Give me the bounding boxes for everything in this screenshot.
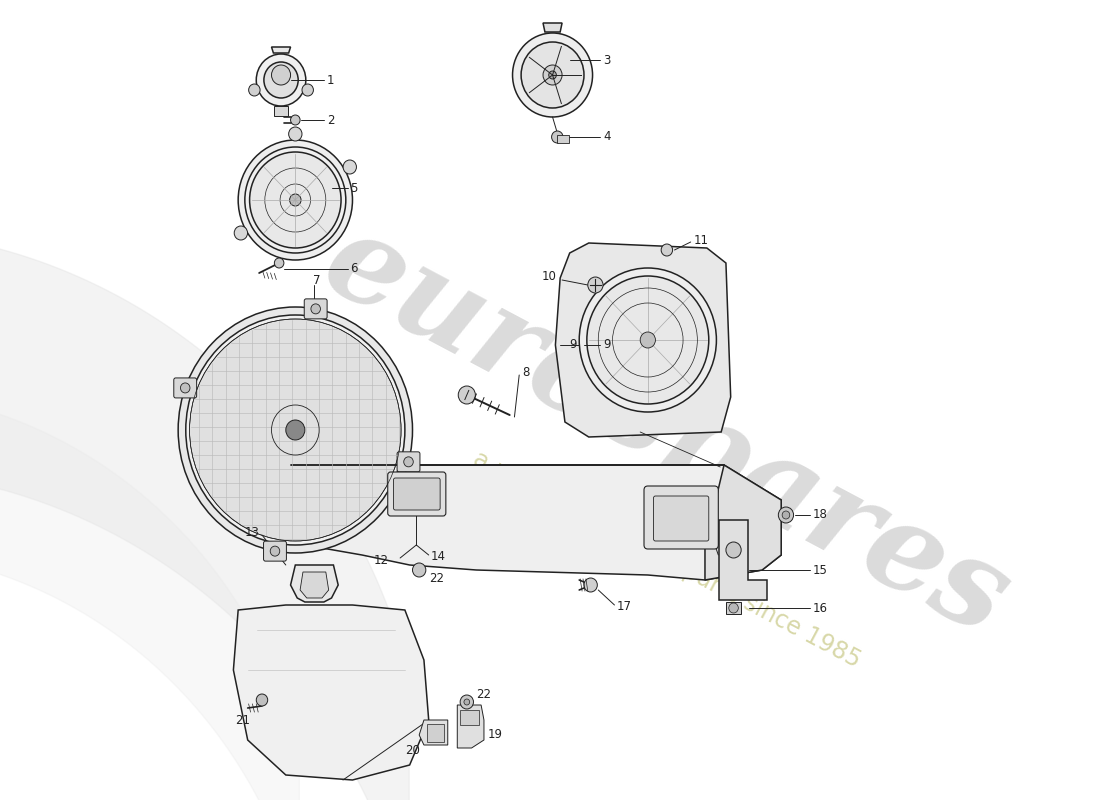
Text: 12: 12	[374, 554, 388, 566]
Polygon shape	[556, 243, 730, 437]
Circle shape	[549, 71, 557, 79]
Circle shape	[264, 62, 298, 98]
Text: 4: 4	[603, 130, 611, 143]
Circle shape	[587, 277, 603, 293]
Polygon shape	[419, 720, 448, 745]
Polygon shape	[272, 47, 290, 53]
Circle shape	[729, 603, 738, 613]
FancyBboxPatch shape	[427, 724, 444, 742]
FancyBboxPatch shape	[174, 378, 197, 398]
Polygon shape	[705, 465, 781, 580]
Text: 10: 10	[542, 270, 557, 283]
Circle shape	[640, 332, 656, 348]
Circle shape	[580, 268, 716, 412]
Circle shape	[256, 694, 267, 706]
Text: 9: 9	[603, 338, 611, 351]
Circle shape	[272, 65, 290, 85]
Circle shape	[311, 304, 320, 314]
Text: 13: 13	[244, 526, 260, 538]
FancyBboxPatch shape	[274, 106, 288, 116]
Text: 18: 18	[813, 509, 827, 522]
Circle shape	[288, 127, 302, 141]
Circle shape	[289, 194, 301, 206]
Circle shape	[404, 457, 414, 467]
Circle shape	[234, 226, 248, 240]
Text: 19: 19	[487, 729, 503, 742]
Circle shape	[186, 315, 405, 545]
Circle shape	[459, 386, 475, 404]
Circle shape	[239, 140, 352, 260]
Text: 11: 11	[693, 234, 708, 246]
FancyBboxPatch shape	[397, 452, 420, 472]
Text: 6: 6	[351, 262, 359, 275]
Text: 8: 8	[522, 366, 529, 378]
Circle shape	[286, 420, 305, 440]
FancyBboxPatch shape	[264, 541, 286, 561]
Text: 2: 2	[327, 114, 334, 126]
Polygon shape	[719, 520, 767, 600]
Text: 20: 20	[405, 743, 420, 757]
Circle shape	[513, 33, 593, 117]
Circle shape	[779, 507, 793, 523]
Circle shape	[290, 115, 300, 125]
FancyBboxPatch shape	[394, 478, 440, 510]
Circle shape	[343, 160, 356, 174]
FancyBboxPatch shape	[460, 710, 480, 725]
Circle shape	[249, 84, 260, 96]
FancyBboxPatch shape	[644, 486, 718, 549]
Polygon shape	[233, 605, 429, 780]
Text: 1: 1	[327, 74, 334, 86]
Text: 22: 22	[429, 571, 443, 585]
Text: 14: 14	[430, 550, 446, 563]
Circle shape	[412, 563, 426, 577]
Circle shape	[586, 276, 708, 404]
Circle shape	[245, 147, 345, 253]
Polygon shape	[300, 572, 329, 598]
FancyBboxPatch shape	[387, 472, 446, 516]
Text: 9: 9	[569, 338, 576, 351]
FancyBboxPatch shape	[726, 602, 741, 614]
Text: a passion for motor parts since 1985: a passion for motor parts since 1985	[469, 447, 865, 673]
Circle shape	[256, 54, 306, 106]
Polygon shape	[458, 705, 484, 748]
Text: 5: 5	[351, 182, 358, 194]
Text: 21: 21	[235, 714, 251, 726]
Circle shape	[464, 699, 470, 705]
Circle shape	[274, 258, 284, 268]
Circle shape	[543, 65, 562, 85]
Text: eurospares: eurospares	[305, 200, 1028, 660]
Circle shape	[178, 307, 412, 553]
FancyBboxPatch shape	[558, 135, 569, 143]
Circle shape	[271, 546, 279, 556]
Polygon shape	[543, 23, 562, 32]
Circle shape	[726, 542, 741, 558]
Circle shape	[782, 511, 790, 519]
Circle shape	[661, 244, 672, 256]
Polygon shape	[272, 465, 781, 580]
Circle shape	[521, 42, 584, 108]
Text: 15: 15	[813, 563, 827, 577]
Circle shape	[584, 578, 597, 592]
Text: 17: 17	[616, 601, 631, 614]
Circle shape	[551, 131, 563, 143]
Text: 16: 16	[813, 602, 827, 614]
FancyBboxPatch shape	[653, 496, 708, 541]
Circle shape	[189, 319, 402, 541]
Circle shape	[460, 695, 473, 709]
Text: 22: 22	[476, 689, 492, 702]
Text: 7: 7	[312, 274, 320, 286]
Circle shape	[302, 84, 313, 96]
Circle shape	[250, 152, 341, 248]
FancyBboxPatch shape	[305, 299, 327, 319]
Circle shape	[180, 383, 190, 393]
Text: 3: 3	[603, 54, 611, 66]
Polygon shape	[290, 565, 338, 602]
